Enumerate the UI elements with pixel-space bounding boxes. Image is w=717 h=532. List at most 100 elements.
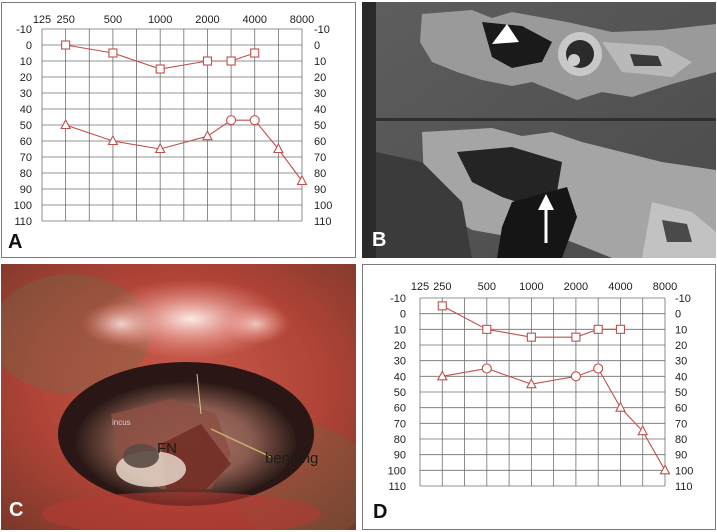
square-marker (482, 324, 492, 334)
x-tick-label: 500 (478, 281, 496, 293)
triangle-marker (107, 134, 119, 146)
panel-a: 125 250 500 1000 2000 4000 8000 -10 -10 0 0 10 10 20 2… (1, 2, 356, 258)
y-tick-label-left: 60 (394, 403, 406, 415)
panel-label-b: B (372, 229, 387, 251)
arrow-marker (538, 194, 554, 210)
square-marker (155, 64, 165, 74)
y-tick-label-left: 10 (20, 56, 32, 68)
y-tick-label-right: 80 (675, 434, 687, 446)
endoscopic-photo (1, 264, 356, 530)
annotation-incus: incus (112, 418, 131, 427)
triangle-marker (525, 377, 537, 389)
y-tick-label-right: 90 (675, 450, 687, 462)
y-tick-label-right: 70 (675, 418, 687, 430)
triangle-marker (296, 174, 308, 186)
annotation-bending: bending (265, 450, 319, 467)
series-line-2 (65, 119, 303, 182)
square-marker (108, 48, 118, 58)
y-tick-label-left: 80 (394, 434, 406, 446)
y-tick-label-right: 100 (314, 200, 332, 212)
x-tick-label: 125 (411, 281, 429, 293)
y-tick-label-left: 20 (20, 72, 32, 84)
y-tick-label-left: 90 (20, 184, 32, 196)
y-tick-label-left: 110 (388, 481, 406, 493)
y-tick-label-right: 90 (314, 184, 326, 196)
y-tick-label-right: 110 (314, 216, 332, 228)
square-marker (437, 301, 447, 311)
x-tick-label: 8000 (653, 281, 677, 293)
panel-label-c: C (9, 499, 24, 521)
circle-marker (249, 115, 260, 126)
triangle-marker (492, 24, 519, 44)
y-tick-label-right: 60 (314, 136, 326, 148)
y-tick-label-right: 20 (675, 340, 687, 352)
y-tick-label-left: 0 (26, 40, 32, 52)
panel-label-a: A (8, 231, 23, 253)
y-tick-label-right: 20 (314, 72, 326, 84)
y-tick-label-left: 20 (394, 340, 406, 352)
square-marker (526, 332, 536, 342)
y-tick-label-right: 50 (314, 120, 326, 132)
x-tick-label: 4000 (242, 14, 266, 26)
y-tick-label-left: 40 (20, 104, 32, 116)
y-tick-label-left: 50 (394, 387, 406, 399)
series-line-2 (442, 367, 666, 471)
circle-marker (226, 115, 237, 126)
y-tick-label-left: 50 (20, 120, 32, 132)
x-tick-label: 4000 (608, 281, 632, 293)
annotation-fn: FN (157, 440, 177, 457)
panel-label-d: D (373, 501, 388, 523)
circle-marker (593, 363, 604, 374)
triangle-marker (436, 370, 448, 381)
triangle-marker (637, 424, 649, 436)
y-tick-label-left: 10 (394, 324, 406, 336)
square-marker (202, 56, 213, 66)
triangle-marker (202, 130, 213, 141)
square-marker (615, 324, 626, 334)
y-tick-label-left: 70 (394, 418, 406, 430)
y-tick-label-left: 80 (20, 168, 32, 180)
y-tick-label-left: 60 (20, 136, 32, 148)
y-tick-label-right: 40 (314, 104, 326, 116)
square-marker (571, 332, 581, 342)
x-tick-label: 250 (56, 14, 74, 26)
square-marker (61, 40, 71, 50)
y-tick-label-right: 40 (675, 371, 687, 383)
ct-scan-image (362, 2, 716, 258)
y-tick-label-left: -10 (390, 293, 406, 305)
x-tick-label: 250 (433, 281, 451, 293)
y-tick-label-left: 100 (388, 465, 406, 477)
panel-c: incus FN bending C (1, 264, 356, 530)
y-tick-label-right: -10 (675, 293, 691, 305)
panel-b: B (362, 2, 716, 258)
x-tick-label: 8000 (290, 14, 314, 26)
y-tick-label-left: 30 (394, 356, 406, 368)
y-tick-label-left: -10 (16, 24, 32, 36)
triangle-marker (272, 142, 284, 154)
y-tick-label-right: 100 (675, 465, 693, 477)
square-marker (226, 56, 236, 66)
y-tick-label-right: 60 (675, 403, 687, 415)
y-tick-label-right: 10 (314, 56, 326, 68)
square-marker (250, 48, 260, 58)
y-tick-label-right: 30 (675, 356, 687, 368)
y-tick-label-right: 110 (675, 481, 693, 493)
y-tick-label-left: 70 (20, 152, 32, 164)
y-tick-label-right: 10 (675, 324, 687, 336)
triangle-marker (154, 142, 166, 154)
y-tick-label-right: 70 (314, 152, 326, 164)
y-tick-label-left: 30 (20, 88, 32, 100)
x-tick-label: 500 (104, 14, 122, 26)
y-tick-label-left: 100 (14, 200, 32, 212)
y-tick-label-right: 50 (675, 387, 687, 399)
x-tick-label: 2000 (564, 281, 588, 293)
x-tick-label: 1000 (148, 14, 172, 26)
y-tick-label-left: 90 (394, 450, 406, 462)
circle-marker (481, 363, 492, 374)
x-tick-label: 125 (33, 14, 51, 26)
y-tick-label-right: 80 (314, 168, 326, 180)
x-tick-label: 2000 (195, 14, 219, 26)
y-tick-label-right: 30 (314, 88, 326, 100)
